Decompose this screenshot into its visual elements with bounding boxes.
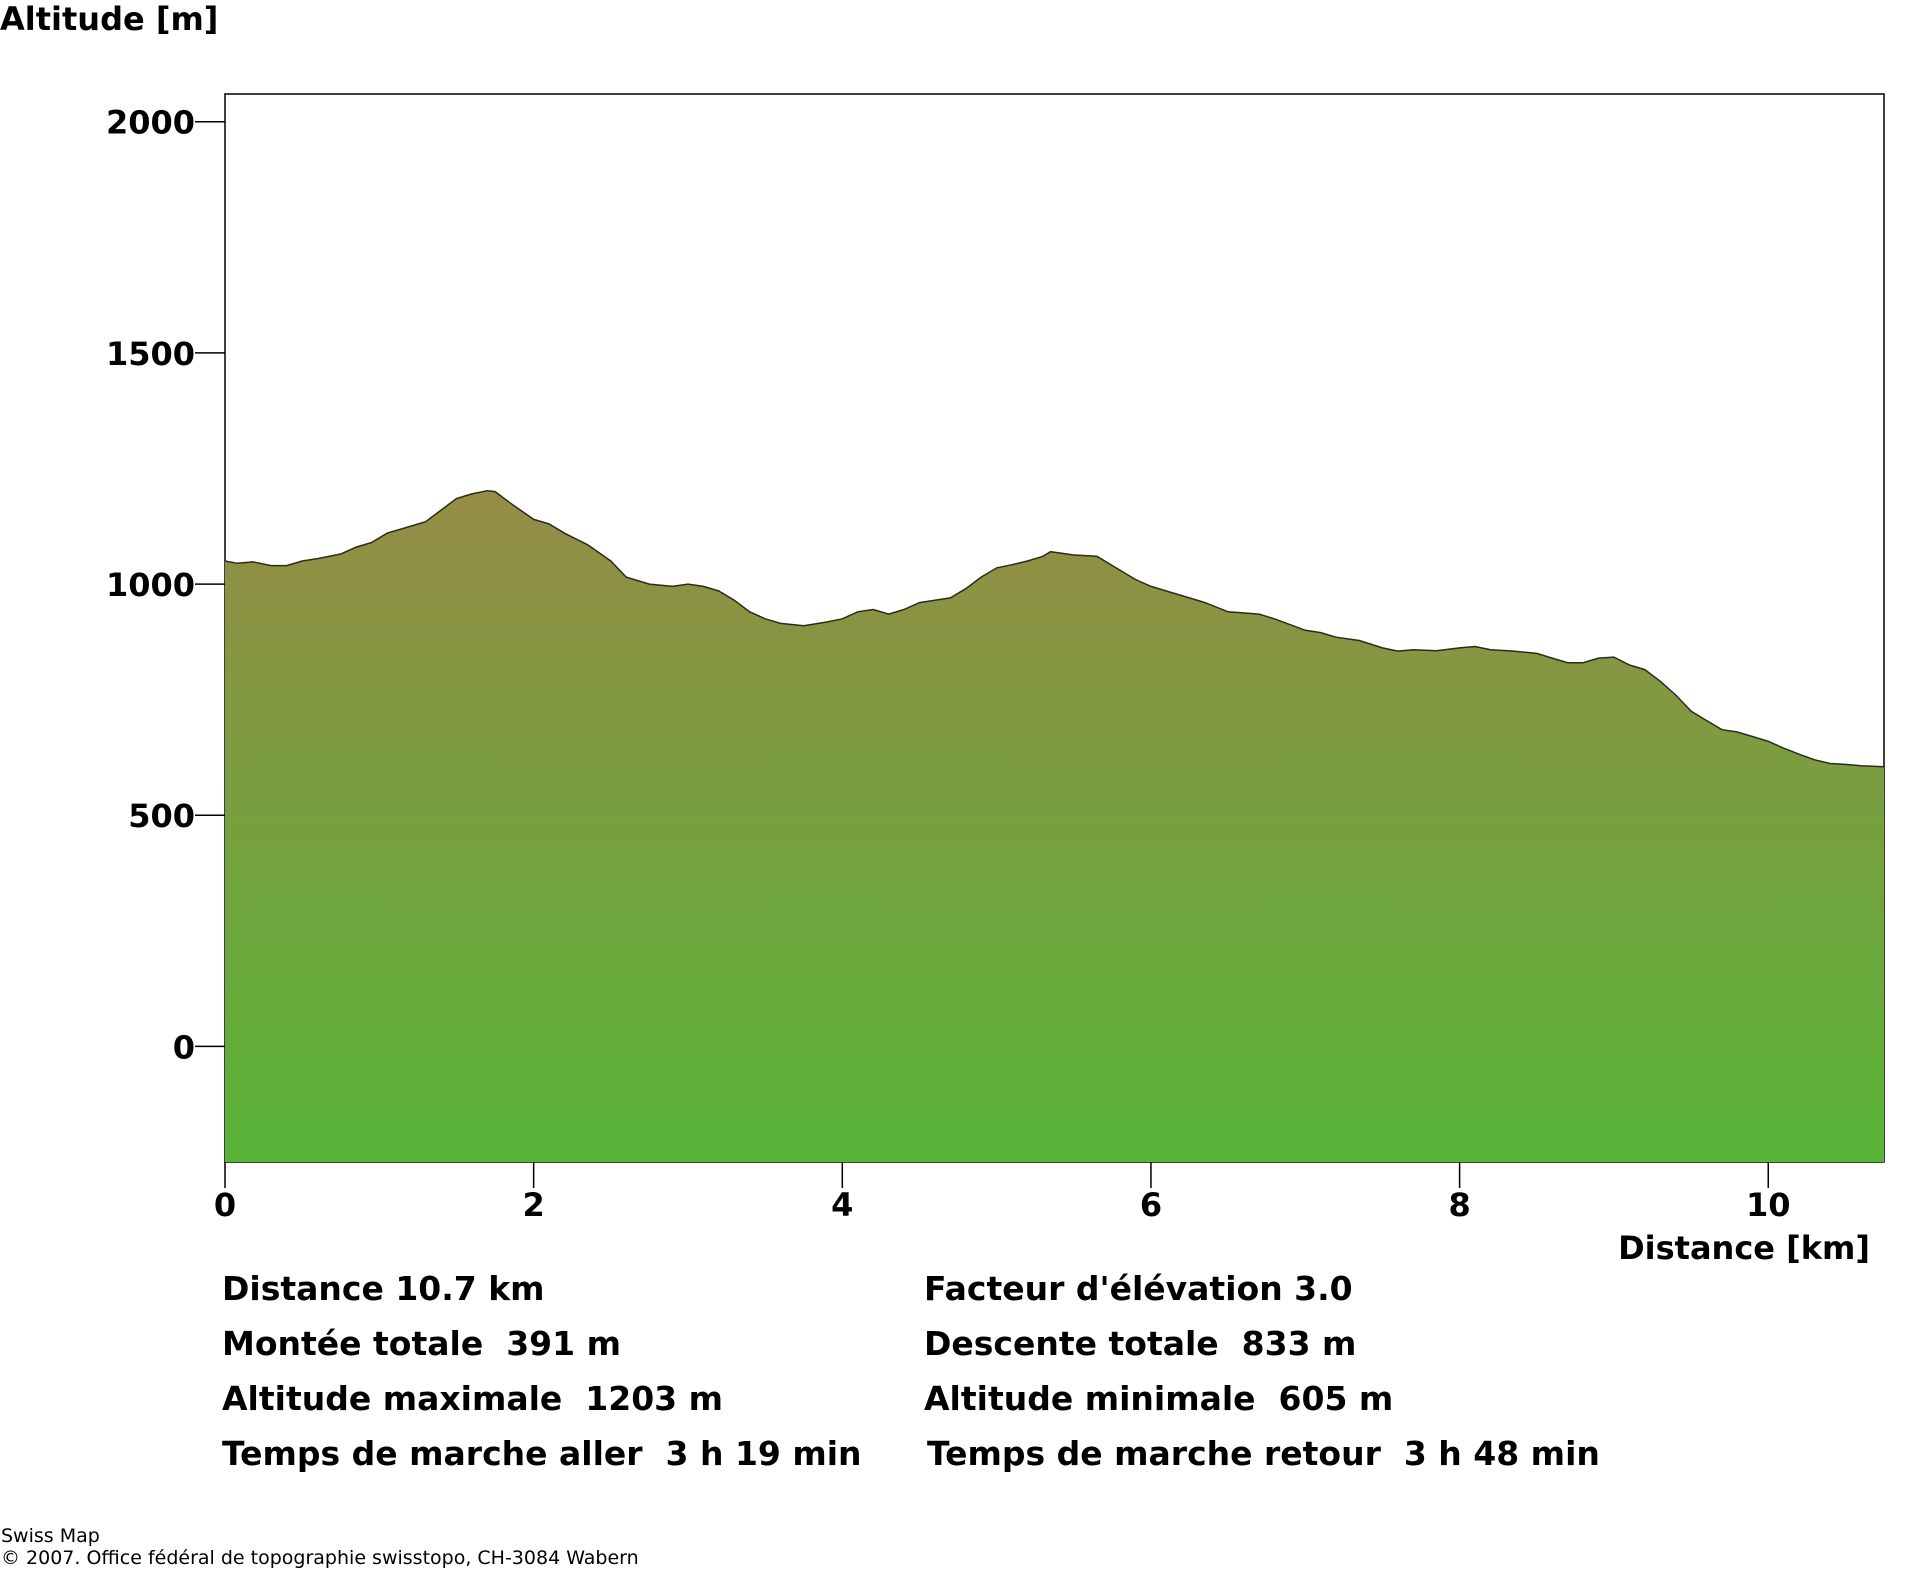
y-axis-title: Altitude [m] [0, 0, 218, 38]
stat-walk-time-out: Temps de marche aller 3 h 19 min [222, 1434, 862, 1473]
x-tick-label: 8 [1448, 1186, 1470, 1224]
stat-distance: Distance 10.7 km [222, 1269, 545, 1308]
area-layer [224, 489, 1885, 1162]
y-tick-label: 1000 [106, 566, 195, 604]
elevation-line [224, 489, 1885, 768]
y-tick-label: 1500 [106, 335, 195, 373]
x-tick-label: 10 [1746, 1186, 1791, 1224]
stat-elevation-factor: Facteur d'élévation 3.0 [924, 1269, 1353, 1308]
stat-min-altitude: Altitude minimale 605 m [924, 1379, 1394, 1418]
x-axis-title: Distance [km] [1618, 1229, 1870, 1267]
stat-walk-time-back: Temps de marche retour 3 h 48 min [927, 1434, 1600, 1473]
x-tick-label: 6 [1140, 1186, 1162, 1224]
y-tick-label: 500 [128, 797, 195, 835]
y-tick-label: 0 [173, 1028, 195, 1066]
footer-copyright: © 2007. Office fédéral de topographie sw… [1, 1547, 639, 1569]
y-axis: 0 500 1000 1500 2000 [106, 104, 225, 1066]
x-tick-label: 0 [214, 1186, 236, 1224]
x-tick-label: 4 [831, 1186, 853, 1224]
stat-max-altitude: Altitude maximale 1203 m [222, 1379, 723, 1418]
footer-source: Swiss Map [1, 1525, 100, 1547]
y-tick-label: 2000 [106, 104, 195, 142]
stat-total-ascent: Montée totale 391 m [222, 1324, 621, 1363]
elevation-area [225, 490, 1884, 1162]
x-axis: 0 2 4 6 8 10 [214, 1162, 1791, 1224]
x-tick-label: 2 [523, 1186, 545, 1224]
stat-total-descent: Descente totale 833 m [924, 1324, 1357, 1363]
